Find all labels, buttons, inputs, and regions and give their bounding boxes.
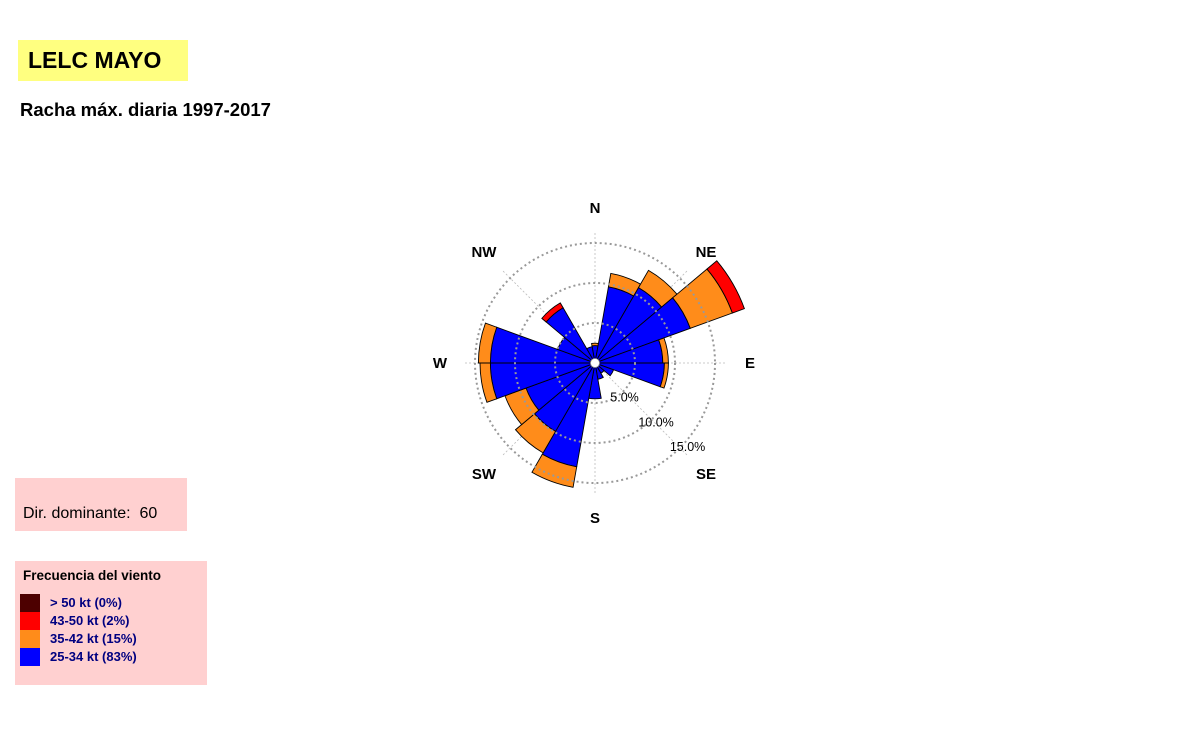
legend-swatch [20,630,40,648]
chart-title: LELC MAYO [28,47,162,73]
sector-100-bin-3 [597,362,665,388]
direction-label-nw: NW [471,244,497,261]
direction-label-s: S [590,510,600,527]
chart-subtitle: Racha máx. diaria 1997-2017 [20,99,271,120]
sector-0-bin-2 [591,342,599,347]
ring-label-15: 15.0% [670,440,705,454]
legend-swatch [20,612,40,630]
center-dot [590,358,600,368]
sector-280-bin-2 [477,322,498,364]
direction-label-sw: SW [472,466,497,483]
direction-label-n: N [590,200,601,217]
dominant-direction-label: Dir. dominante: [23,505,131,522]
legend-label: 35-42 kt (15%) [50,631,137,646]
wind-rose-labels: 5.0% 10.0% 15.0% N NE E SE S SW W NW [433,200,755,527]
dominant-direction-value: 60 [139,505,158,522]
sector-200-bin-2 [531,453,578,488]
wind-rose-rings [474,242,716,484]
legend: Frecuencia del viento > 50 kt (0%) 43-50 … [15,561,207,685]
ring-label-5: 5.0% [610,391,639,405]
ring-15 [474,242,716,484]
sector-60-bin-1 [706,260,745,314]
direction-label-e: E [745,355,755,372]
legend-title: Frecuencia del viento [23,568,162,583]
title-box: LELC MAYO [18,40,188,81]
sector-320-bin-1 [541,302,564,323]
sector-100-bin-2 [659,362,669,389]
legend-swatch [20,594,40,612]
sector-100 [597,362,669,389]
direction-label-se: SE [696,466,716,483]
dominant-direction-box: Dir. dominante: 60 [15,478,187,531]
ring-5 [554,322,636,404]
ring-label-10: 10.0% [638,415,673,429]
legend-label: 43-50 kt (2%) [50,613,130,628]
ring-10 [514,282,676,444]
direction-label-w: W [433,355,448,372]
guide-line-se [594,362,688,456]
direction-label-ne: NE [696,244,717,261]
sector-220-bin-2 [514,413,557,454]
legend-swatch [20,648,40,666]
legend-label: 25-34 kt (83%) [50,649,137,664]
dominant-direction-text: Dir. dominante: 60 [23,505,157,523]
sector-60 [596,260,745,363]
legend-label: > 50 kt (0%) [50,595,122,610]
